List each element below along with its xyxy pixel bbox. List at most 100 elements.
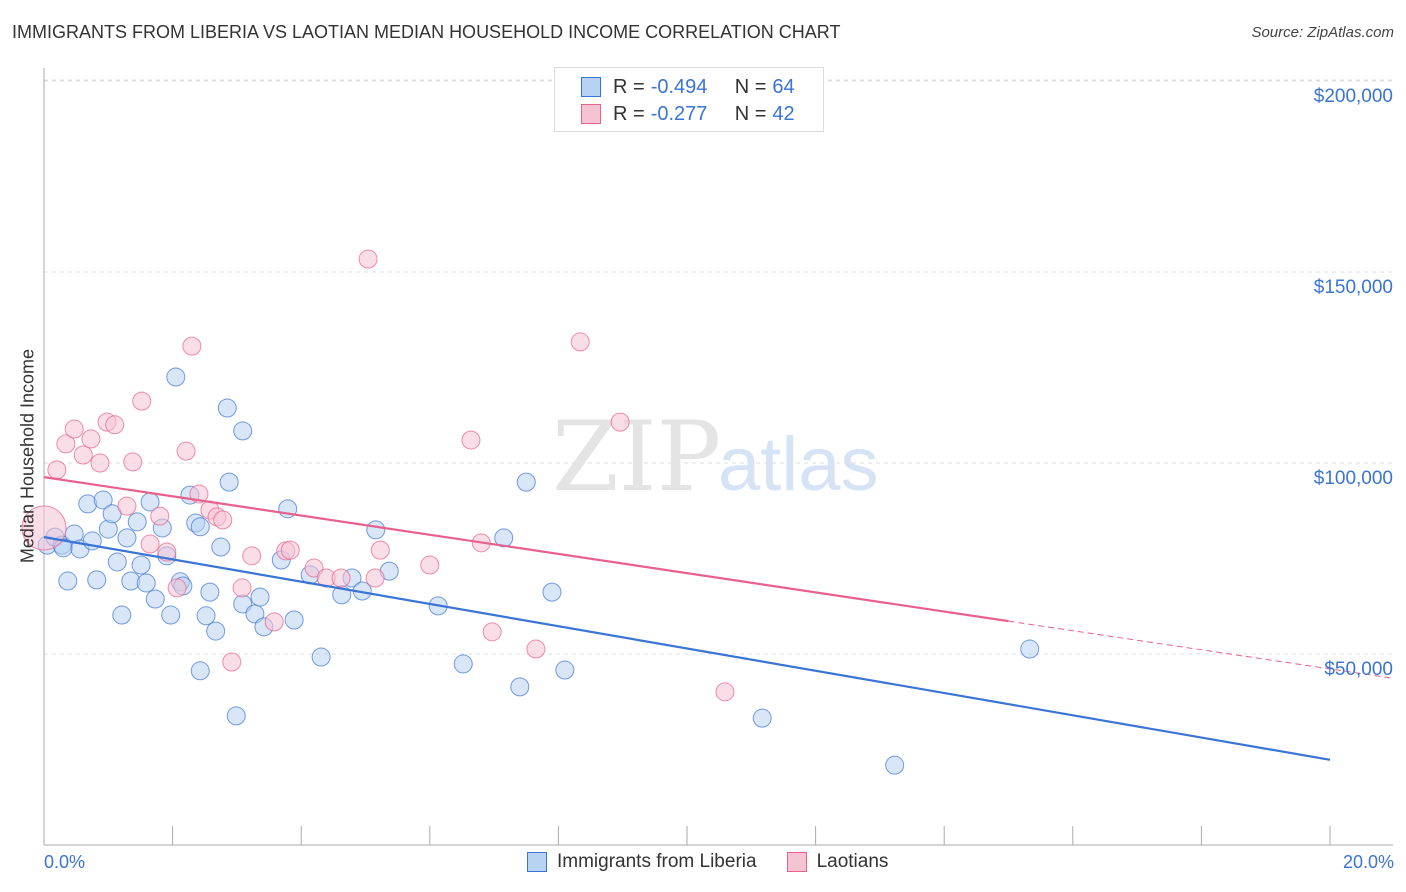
r-label: R = [613,75,645,98]
data-point [885,755,905,775]
blue-swatch [527,852,547,872]
data-point [161,605,181,625]
data-point [516,472,536,492]
n-label: N = [734,102,767,125]
data-point [102,504,122,524]
legend-row-blue: R = -0.494 N = 64 [581,75,801,99]
data-point [182,336,202,356]
data-point [47,460,67,480]
data-point [112,605,132,625]
data-point [58,571,78,591]
data-point [366,520,386,540]
data-point [715,682,735,702]
data-point [542,582,562,602]
y-tick-label: $150,000 [1313,277,1393,298]
data-point [280,540,300,560]
n-value: 64 [772,75,795,98]
trend-line [43,476,1009,623]
data-point [232,578,252,598]
pink-swatch [581,104,601,124]
trend-line [43,536,1331,761]
stats-legend: R = -0.494 N = 64 R = -0.277 N = 42 [554,67,824,132]
legend-item-laotians[interactable]: Laotians [786,851,889,873]
data-point [190,517,210,537]
watermark: ZIP [552,401,721,513]
data-point [176,441,196,461]
data-point [250,587,270,607]
data-point [482,622,502,642]
data-point [222,652,242,672]
data-point [1020,639,1040,659]
data-point [420,555,440,575]
data-point [365,568,385,588]
data-point [127,512,147,532]
data-point [140,534,160,554]
data-point [206,621,226,641]
data-point [200,582,220,602]
data-point [190,661,210,681]
data-point [73,445,93,465]
data-point [166,367,186,387]
source-label: Source: ZipAtlas.com [1251,24,1394,41]
x-tick-label: 0.0% [44,852,86,872]
n-label: N = [734,75,767,98]
data-point [145,589,165,609]
data-point [93,490,113,510]
data-point [752,708,772,728]
data-point [117,528,137,548]
data-point [526,639,546,659]
data-point [610,412,630,432]
data-point [284,610,304,630]
data-point [107,552,127,572]
data-point [311,647,331,667]
data-point [331,568,351,588]
data-point [136,573,156,593]
data-point [264,612,284,632]
data-point [105,415,125,435]
legend-item-liberia[interactable]: Immigrants from Liberia [527,851,757,873]
data-point [90,453,110,473]
data-point [211,537,231,557]
y-axis-label: Median Household Income [17,348,38,564]
blue-swatch [581,77,601,97]
y-tick-label: $200,000 [1313,86,1393,107]
data-point [196,606,216,626]
x-tick-label: 20.0% [1342,852,1394,872]
series-legend: Immigrants from Liberia Laotians [527,851,918,873]
n-value: 42 [772,102,795,125]
legend-label: Laotians [816,851,889,872]
r-label: R = [613,102,645,125]
data-point [461,430,481,450]
data-point [233,421,253,441]
data-point [219,472,239,492]
data-point [131,555,151,575]
data-point [117,496,137,516]
data-point [242,546,262,566]
data-point [167,578,187,598]
chart-title: IMMIGRANTS FROM LIBERIA VS LAOTIAN MEDIA… [12,22,841,42]
data-point [87,570,107,590]
data-point [570,332,590,352]
legend-label: Immigrants from Liberia [557,851,757,872]
watermark: atlas [718,422,879,507]
y-tick-label: $50,000 [1324,659,1393,680]
data-point [453,654,473,674]
trend-line-extension [1008,620,1394,679]
data-point [56,434,76,454]
legend-row-pink: R = -0.277 N = 42 [581,102,801,126]
data-point [123,452,143,472]
data-point [132,391,152,411]
data-point [81,429,101,449]
data-point [510,677,530,697]
data-point [370,540,390,560]
r-value: -0.277 [650,102,708,125]
data-point [217,398,237,418]
data-point [226,706,246,726]
y-tick-label: $100,000 [1313,468,1393,489]
data-point [64,419,84,439]
pink-swatch [786,852,807,872]
data-point [189,484,209,504]
r-value: -0.494 [650,75,708,98]
